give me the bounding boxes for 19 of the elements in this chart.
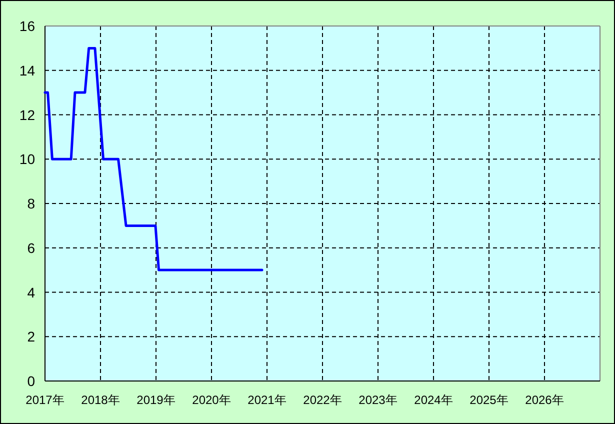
x-tick-label: 2026年 xyxy=(525,393,564,407)
y-tick-label: 0 xyxy=(27,373,36,389)
x-tick-label: 2021年 xyxy=(248,393,286,407)
y-tick-label: 6 xyxy=(27,240,36,256)
y-tick-label: 14 xyxy=(19,62,36,78)
x-tick-label: 2023年 xyxy=(358,393,398,407)
x-tick-label: 2019年 xyxy=(136,393,176,407)
x-tick-label: 2020年 xyxy=(192,393,231,407)
y-tick-label: 8 xyxy=(27,196,36,212)
y-tick-label: 10 xyxy=(19,151,36,168)
y-tick-label: 12 xyxy=(19,106,36,123)
y-tick-label: 4 xyxy=(27,284,36,300)
x-tick-label: 2024年 xyxy=(414,393,453,407)
x-tick-label: 2022年 xyxy=(303,393,342,407)
x-tick-label: 2018年 xyxy=(81,393,120,407)
x-tick-label: 2025年 xyxy=(470,393,508,407)
y-tick-label: 2 xyxy=(27,328,36,345)
y-tick-label: 16 xyxy=(19,18,36,34)
x-tick-label: 2017年 xyxy=(26,393,64,407)
